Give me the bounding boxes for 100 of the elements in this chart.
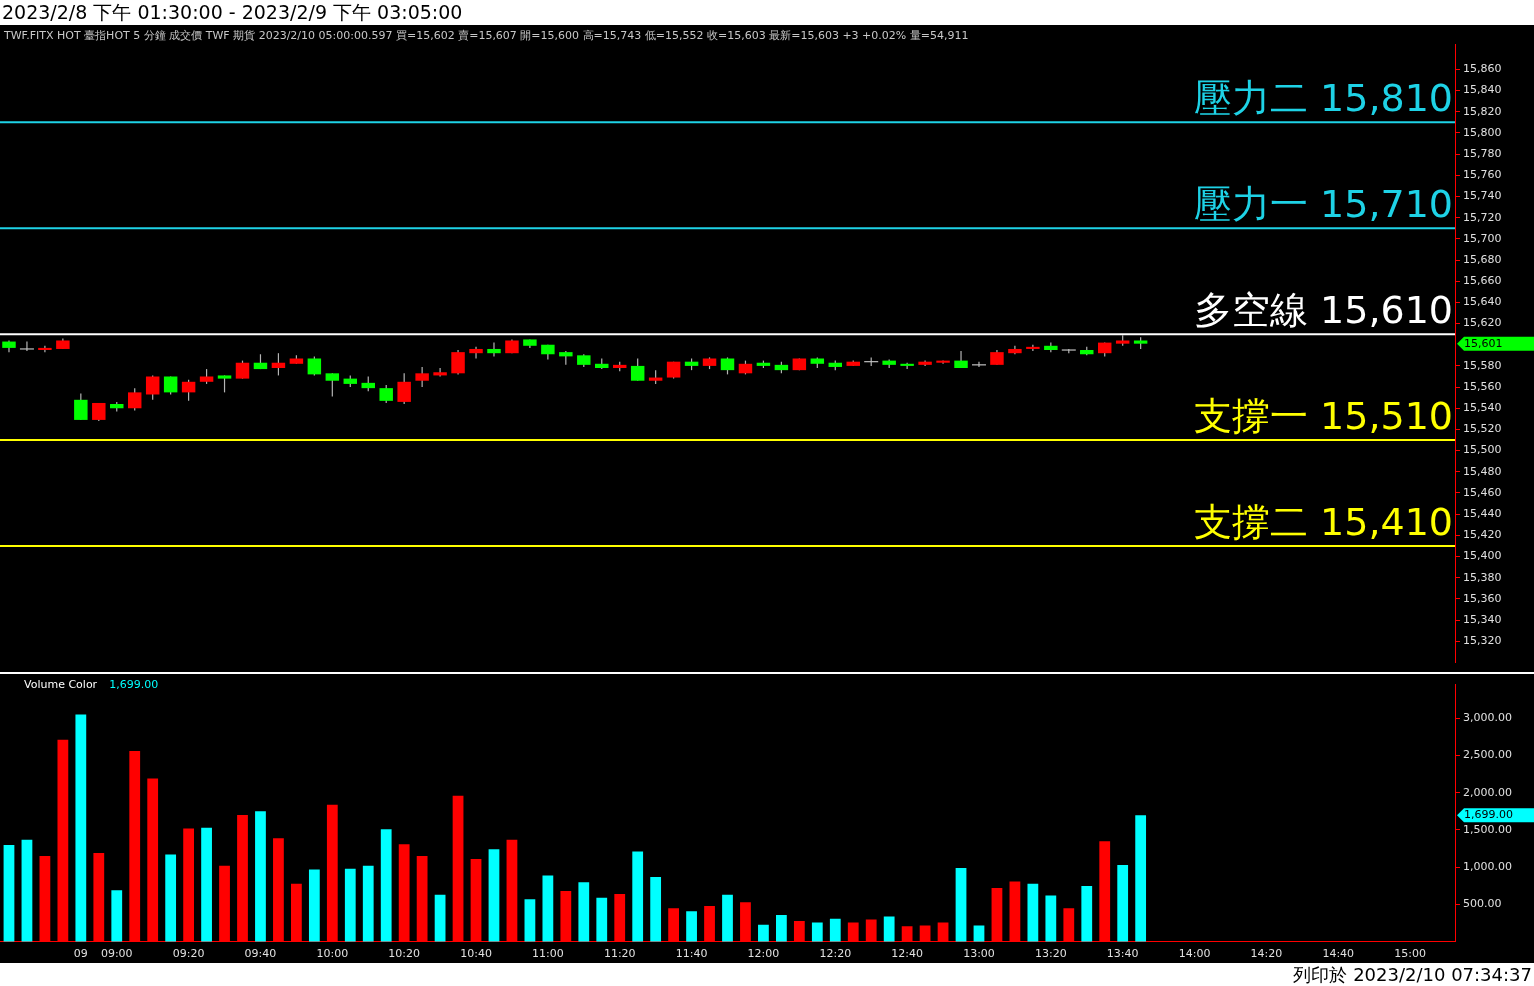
bar (1081, 885, 1093, 942)
bar (955, 868, 967, 942)
candlestick (397, 372, 411, 405)
y-tick-label: 15,820 (1463, 104, 1502, 118)
bar (776, 914, 787, 942)
bar (273, 838, 284, 942)
x-tick-label: 10:00 (316, 947, 349, 961)
y-tick-label: 15,380 (1463, 570, 1502, 584)
candlestick (433, 367, 447, 378)
bar (560, 891, 572, 942)
bar (3, 844, 15, 942)
x-tick-label: 13:20 (1034, 947, 1067, 961)
y-tick-label: 15,660 (1463, 274, 1502, 288)
text: 列印於 2023/2/10 07:34:37 (1293, 964, 1533, 985)
candlestick (415, 366, 429, 388)
y-tick-label: 15,320 (1463, 634, 1502, 648)
bar (901, 926, 913, 942)
bar (129, 750, 141, 942)
candlestick (325, 372, 340, 398)
bar (847, 922, 859, 942)
chart-title: 2023/2/8 下午 01:30:00 - 2023/2/9 下午 03:05:00 (1, 1, 463, 23)
y-tick-label: 15,580 (1463, 358, 1502, 372)
y-tick-label: 2,500.00 (1463, 748, 1512, 762)
bar (937, 922, 949, 942)
bar (93, 853, 105, 942)
bar (722, 894, 733, 942)
bar (578, 882, 590, 942)
candlestick (19, 340, 35, 352)
y-tick-label: 15,800 (1463, 125, 1502, 139)
bar (488, 849, 500, 942)
bar (506, 839, 518, 942)
ref-line-label: 支撐二 15,410 (1193, 499, 1453, 544)
bar (75, 714, 87, 942)
bar (183, 828, 194, 942)
x-tick-label: 13:40 (1106, 947, 1139, 961)
bar (704, 906, 715, 942)
bar (147, 778, 159, 942)
bar (362, 865, 374, 942)
bar (632, 851, 644, 942)
bar (1045, 895, 1057, 942)
bar (470, 859, 482, 942)
bar (650, 876, 662, 942)
text: 1,699.00 (1464, 808, 1513, 821)
bar (308, 869, 320, 942)
x-tick-label: 14:20 (1250, 947, 1283, 961)
x-tick-label: 09:40 (244, 947, 277, 961)
candlestick (379, 384, 393, 404)
y-tick-label: 15,360 (1463, 591, 1502, 605)
text: 15,601 (1464, 336, 1503, 350)
candlestick (630, 357, 645, 382)
bar (811, 922, 823, 942)
candlestick (954, 350, 968, 369)
ref-line-label: 多空線 15,610 (1193, 288, 1453, 333)
y-tick-label: 15,780 (1463, 146, 1502, 160)
y-tick-label: 15,480 (1463, 464, 1502, 478)
y-tick-label: 3,000.00 (1463, 711, 1512, 725)
candlestick (127, 387, 142, 411)
y-tick-label: 15,540 (1463, 401, 1502, 415)
candlestick (469, 346, 483, 360)
bar (1135, 815, 1147, 942)
candlestick (181, 379, 196, 402)
bar (344, 868, 356, 942)
candlestick (487, 342, 501, 357)
bar (165, 854, 177, 942)
y-tick-label: 15,520 (1463, 422, 1502, 436)
bar (758, 924, 769, 942)
x-tick-label: 09:00 (100, 947, 133, 961)
bar (793, 920, 805, 942)
bar (326, 804, 338, 942)
bar (237, 815, 248, 942)
bar (542, 875, 554, 942)
x-tick-label: 12:40 (891, 947, 923, 961)
bar (416, 856, 428, 942)
bar (201, 827, 212, 942)
bar (57, 739, 69, 942)
y-tick-label: 15,340 (1463, 612, 1502, 626)
candlestick (271, 352, 286, 377)
ref-line-label: 支撐一 15,510 (1193, 393, 1453, 438)
bar (865, 919, 877, 942)
bar (1099, 841, 1111, 942)
y-tick-label: 2,000.00 (1463, 785, 1512, 799)
chart-subtitle: TWF.FITX HOT 臺指HOT 5 分鐘 成交價 TWF 期貨 2023/2/10 05:00:00.597 買=15,602 賣=15,607 開=15,600 高=15,743 低=15,552 收=15,603 最新=15,603 +3 +0.02% 量=54,911 (4, 28, 969, 43)
candlestick (163, 375, 178, 396)
ref-line-label: 壓力二 15,810 (1193, 76, 1453, 121)
x-tick-label: 15:00 (1394, 947, 1426, 961)
y-tick-label: 15,740 (1463, 189, 1502, 203)
chart-title: Volume Color (24, 678, 98, 691)
bar (398, 844, 410, 942)
x-tick-label: 10:40 (460, 947, 492, 961)
ref-line-label: 壓力一 15,710 (1193, 182, 1453, 227)
y-tick-label: 15,460 (1463, 485, 1502, 499)
y-tick-label: 15,500 (1463, 443, 1502, 457)
bar (1063, 908, 1075, 942)
bar (380, 829, 392, 942)
x-tick-label: 11:20 (603, 947, 636, 961)
candlestick (307, 355, 322, 377)
bar (973, 925, 985, 942)
candlestick (451, 349, 465, 375)
y-tick-label: 15,640 (1463, 295, 1502, 309)
y-tick-label: 15,840 (1463, 83, 1502, 97)
